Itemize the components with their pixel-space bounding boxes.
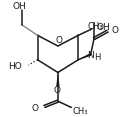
Polygon shape — [56, 73, 60, 86]
Text: OH: OH — [96, 23, 110, 32]
Polygon shape — [78, 53, 91, 60]
Text: O: O — [32, 104, 39, 113]
Text: OH: OH — [13, 2, 26, 11]
Text: N: N — [87, 51, 93, 60]
Text: HO: HO — [8, 62, 22, 71]
Text: O: O — [111, 26, 118, 35]
Text: H: H — [94, 53, 101, 62]
Text: CH₃: CH₃ — [73, 107, 88, 116]
Text: O: O — [53, 86, 60, 95]
Text: CH₃: CH₃ — [87, 22, 103, 31]
Text: O: O — [56, 36, 63, 45]
